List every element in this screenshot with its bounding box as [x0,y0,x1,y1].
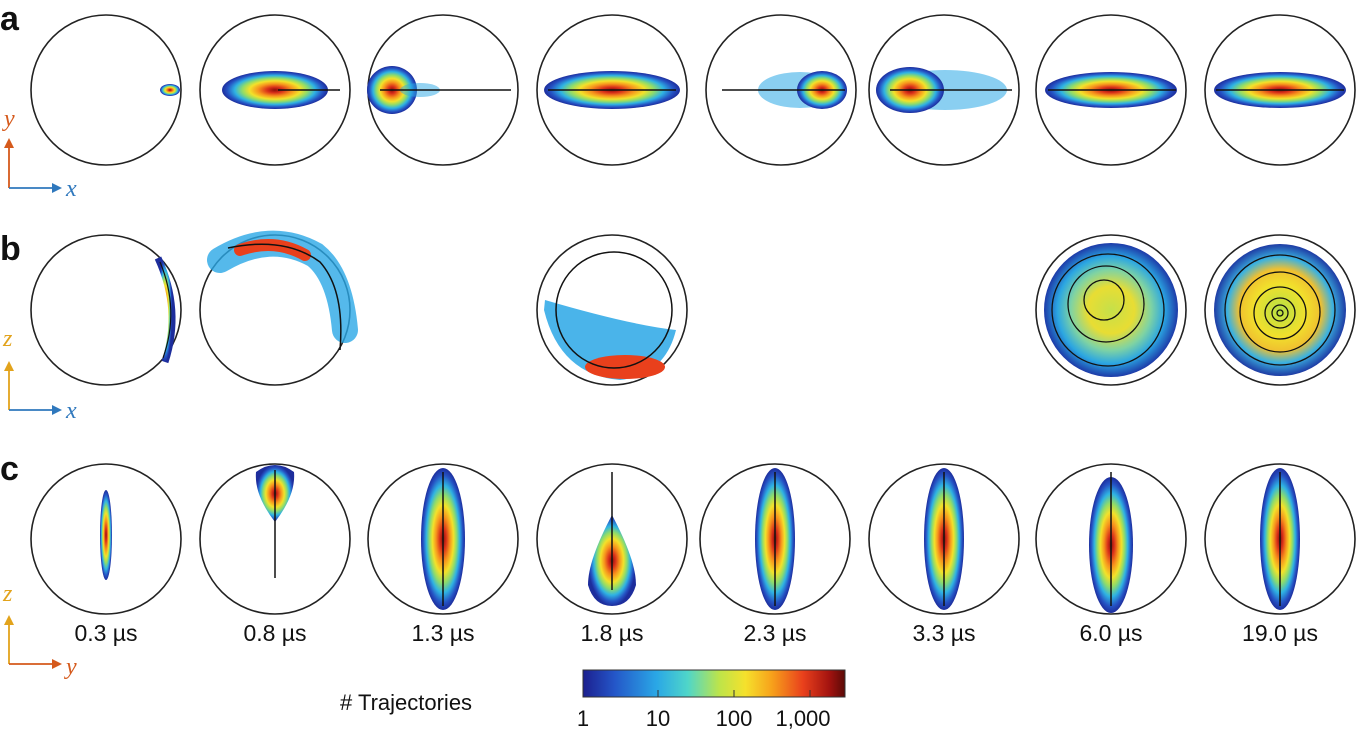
time-label-3: 1.3 µs [411,620,475,646]
circle-b-8 [1204,234,1356,386]
colorbar-title: # Trajectories [340,690,473,715]
trajectory-ring-3 [1253,286,1307,340]
circle-c-6 [868,463,1020,615]
colorbar-tick-10: 10 [645,706,671,731]
time-label-7: 6.0 µs [1079,620,1143,646]
trajectory-ring-1 [1051,253,1165,367]
circle-a-2 [199,14,351,166]
density-band [770,245,850,375]
circle-a-5 [705,14,857,166]
trajectory-ring-5 [1271,304,1289,322]
density-band [370,248,432,374]
circle-c-1 [30,463,182,615]
time-label-8: 19.0 µs [1242,620,1318,646]
density-disk [1044,243,1178,377]
trajectory-arc [159,261,172,359]
panel-label-b: b [0,230,21,268]
trajectory-circle [555,251,673,369]
colorbar [582,669,846,698]
time-label-6: 3.3 µs [912,620,976,646]
row-b [30,230,1356,386]
circle-b-6 [869,235,1019,385]
trajectory-arc [227,243,342,351]
circle-a-3 [367,14,519,166]
density-blob [100,490,112,580]
trajectory-ring-4 [1264,297,1296,329]
circle-c-7 [1035,463,1187,615]
trajectory-ring-2 [1239,271,1321,353]
colorbar-tick-1000: 1,000 [775,706,831,731]
row-a [30,14,1356,166]
axes-indicator-b: z x [2,326,77,424]
circle-c-2 [199,463,351,615]
axes-indicator-a: y x [2,106,77,202]
density-arc [207,230,358,343]
density-arc [154,256,176,364]
trajectory-circle [722,250,842,370]
trajectory-ring-3 [1083,279,1125,321]
colorbar-tick-1: 1 [576,706,590,731]
time-label-2: 0.8 µs [243,620,307,646]
axes-indicator-c: z y [2,581,77,680]
colorbar-tick-100: 100 [715,706,753,731]
circle-b-4 [536,234,688,386]
circle-c-5 [699,463,851,615]
axis-label-vertical: z [2,581,13,607]
axis-label-horizontal: x [65,398,77,424]
circle-a-8 [1204,14,1356,166]
time-label-5: 2.3 µs [743,620,807,646]
trajectory-circle-inner [895,264,975,344]
density-disk [869,244,1001,376]
trajectory-ring-1 [1224,254,1336,366]
trajectory-ring-6 [1276,309,1284,317]
circle-c-3 [367,463,519,615]
circle-b-5 [706,235,856,385]
time-label-4: 1.8 µs [580,620,644,646]
density-blob [222,71,328,109]
circle-b-1 [30,234,182,386]
circle-c-4 [536,463,688,615]
axis-label-horizontal: x [65,176,77,202]
circle-a-4 [536,14,688,166]
density-blob [160,84,180,96]
axis-label-vertical: z [2,326,13,352]
panel-label-a: a [0,0,19,38]
colorbar-gradient [582,669,846,698]
axis-label-vertical: y [2,106,15,132]
time-label-1: 0.3 µs [74,620,138,646]
circle-c-8 [1204,463,1356,615]
trajectory-circle [880,252,1000,372]
circle-b-2 [199,230,358,386]
circle-a-7 [1035,14,1187,166]
panel-label-c: c [0,450,19,488]
circle-a-1 [30,14,182,166]
trajectory-ring-2 [1067,265,1145,343]
trajectory-circle [382,252,514,384]
row-c [30,463,1356,615]
circle-a-6 [868,14,1020,166]
circle-b-7 [1035,234,1187,386]
circle-b-3 [368,235,518,385]
axis-label-horizontal: y [64,654,77,680]
